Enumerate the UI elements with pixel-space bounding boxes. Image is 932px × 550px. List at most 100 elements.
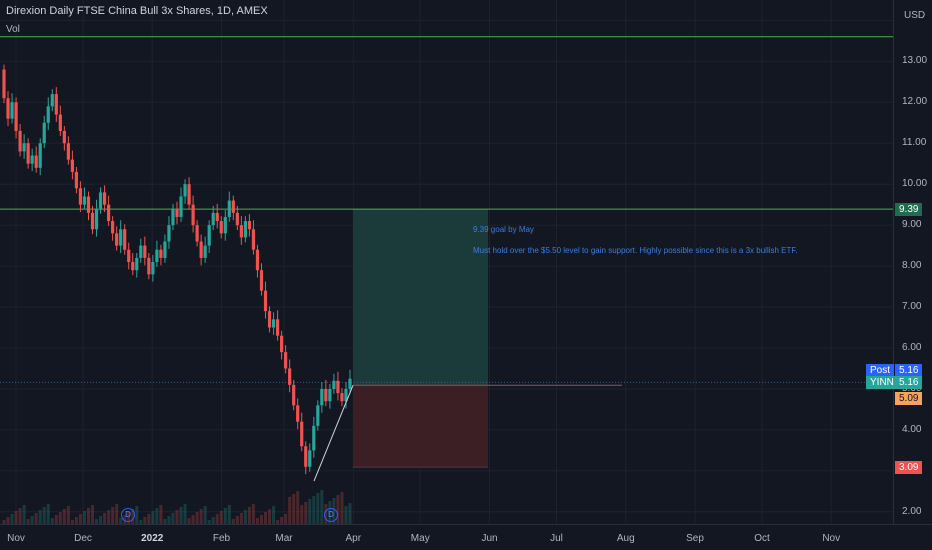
candle: [284, 352, 288, 369]
dividend-marker[interactable]: D: [121, 508, 135, 522]
volume-bar: [268, 509, 272, 524]
candle: [38, 143, 42, 168]
volume-bar: [38, 510, 42, 524]
candle: [94, 208, 99, 230]
volume-bar: [66, 506, 70, 524]
candles: [2, 64, 352, 475]
candle: [115, 233, 119, 246]
candle: [155, 249, 159, 262]
candle: [231, 200, 235, 213]
volume-bar: [187, 518, 191, 524]
time-tick-label: Feb: [212, 533, 231, 544]
time-tick-label: Jun: [481, 533, 498, 544]
volume-bar: [10, 514, 14, 524]
candle: [251, 229, 256, 250]
volume-bar: [215, 514, 219, 524]
volume-bar: [203, 506, 207, 524]
volume-bar: [199, 509, 203, 524]
price-chart[interactable]: [0, 0, 893, 524]
volume-bar: [239, 513, 243, 524]
candle: [328, 388, 332, 402]
candle: [211, 212, 215, 226]
volume-bar: [111, 507, 115, 524]
position-zones: [353, 209, 622, 468]
grid: [0, 0, 893, 524]
volume-bar: [26, 519, 30, 524]
trendline: [313, 385, 354, 482]
volume-bar: [135, 506, 139, 524]
candle: [102, 192, 107, 205]
annotation-support[interactable]: Must hold over the $5.50 level to gain s…: [473, 246, 798, 255]
price-axis[interactable]: USD 13.00 12.00 11.00 10.00 9.00 8.00 7.00 6.00…: [893, 0, 932, 524]
volume-bar: [183, 504, 187, 524]
candle: [42, 122, 46, 144]
price-tick-label: 10.00: [902, 178, 928, 190]
volume-bar: [292, 494, 296, 524]
candle: [86, 196, 91, 213]
time-tick-label: Nov: [7, 533, 25, 544]
volume-bar: [34, 513, 38, 524]
candle: [340, 393, 344, 402]
candle: [175, 208, 179, 217]
candle: [304, 446, 308, 467]
volume-bar: [147, 514, 151, 524]
candle: [127, 249, 131, 262]
volume-bar: [211, 517, 215, 524]
candle: [324, 388, 328, 402]
volume-bar: [235, 516, 239, 524]
volume-bar: [103, 513, 107, 524]
candle: [46, 106, 50, 123]
candle: [227, 200, 231, 217]
volume-bar: [139, 520, 143, 524]
candle: [82, 196, 87, 205]
volume-bar: [151, 511, 155, 524]
annotation-goal[interactable]: 9.39 goal by May: [473, 225, 534, 234]
time-tick-label: Oct: [754, 533, 770, 544]
candle: [288, 368, 292, 385]
volume-bar: [54, 515, 58, 524]
candle: [316, 405, 320, 426]
volume-bar: [247, 507, 251, 524]
volume-bar: [300, 505, 304, 524]
candle: [183, 184, 187, 197]
volume-bar: [320, 490, 324, 524]
price-tick-label: 11.00: [902, 137, 927, 149]
time-tick-label: May: [410, 533, 430, 544]
volume-bar: [259, 515, 263, 524]
candle: [171, 208, 175, 226]
chart-area[interactable]: Direxion Daily FTSE China Bull 3x Shares…: [0, 0, 893, 524]
candle: [187, 184, 191, 205]
time-tick-label: 2022: [141, 533, 164, 544]
volume-bar: [296, 491, 300, 524]
candle: [70, 159, 74, 172]
candle: [247, 221, 252, 230]
candle: [296, 405, 300, 422]
volume-bar: [42, 507, 46, 524]
candle: [159, 249, 163, 258]
candle: [239, 225, 243, 238]
volume-bar: [95, 519, 99, 524]
target-price-badge: 9.39: [895, 203, 923, 217]
volume-bar: [86, 508, 90, 524]
volume-bar: [255, 518, 259, 524]
volume-bar: [74, 517, 78, 524]
candle: [139, 245, 143, 258]
candle: [263, 290, 268, 312]
time-tick-label: Nov: [822, 533, 841, 544]
candle: [151, 262, 155, 275]
time-tick-label: Mar: [275, 533, 293, 544]
candle: [167, 225, 171, 242]
volume-bars: [2, 490, 352, 524]
volume-bar: [82, 511, 86, 524]
candle: [107, 204, 111, 222]
time-tick-label: Dec: [74, 533, 92, 544]
candle: [312, 425, 316, 451]
time-axis[interactable]: Nov Dec 2022 Feb Mar Apr May Jun Jul Aug Sep Oct Nov: [0, 524, 932, 550]
candle: [78, 188, 83, 205]
volume-bar: [62, 509, 66, 524]
currency-label: USD: [904, 10, 926, 21]
dividend-marker[interactable]: D: [324, 508, 338, 522]
candle: [147, 257, 151, 275]
time-tick-label: Jul: [550, 533, 563, 544]
candle: [195, 225, 199, 242]
